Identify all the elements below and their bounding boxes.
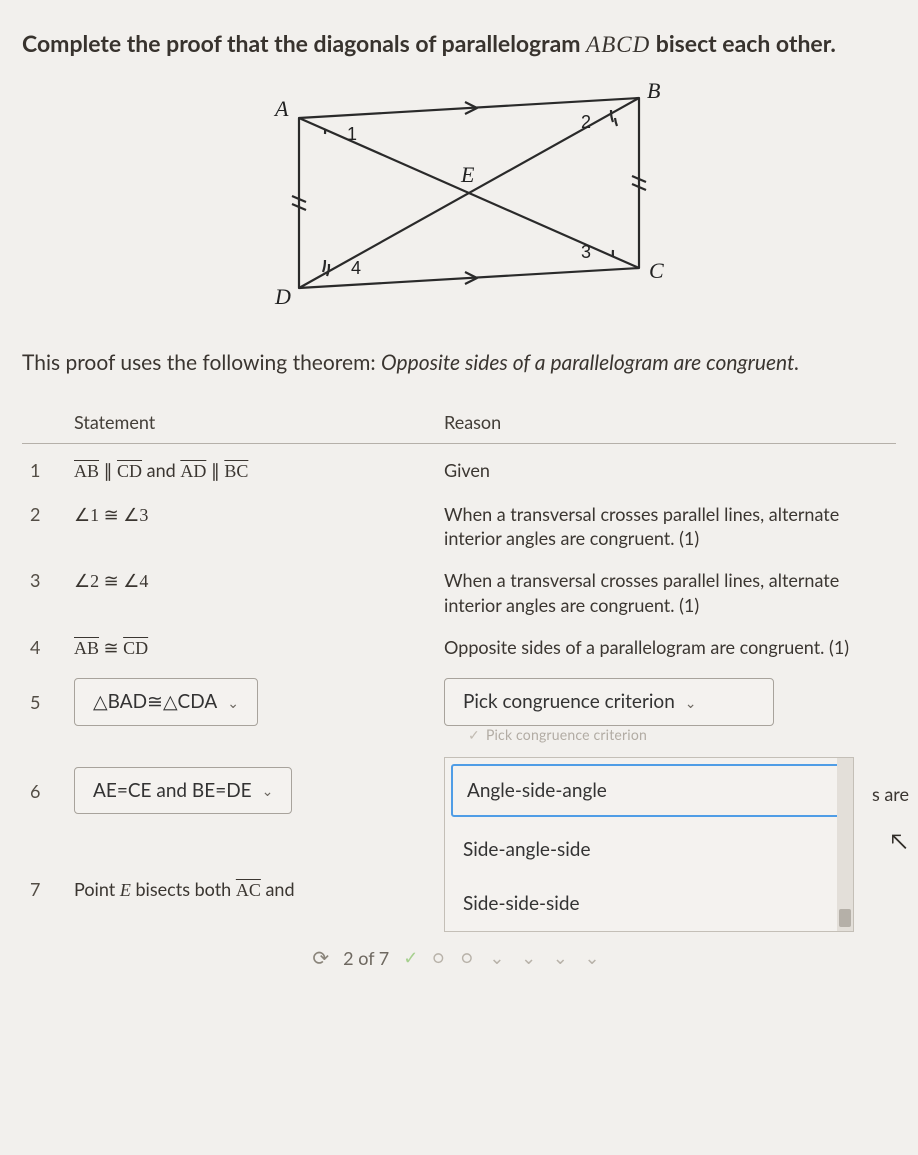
statement-cell: △BAD≅△CDA ⌄: [66, 664, 436, 753]
row-number: 6: [22, 753, 66, 857]
reason-cell: ▴ Angle-side-angle Side-angle-side Side-…: [436, 753, 896, 936]
prompt-text-pre: Complete the proof that the diagonals of…: [22, 29, 586, 57]
col-header-reason: Reason: [436, 405, 896, 444]
reason-dropdown[interactable]: Pick congruence criterion ⌄: [444, 678, 774, 726]
scrollbar-track[interactable]: [837, 758, 853, 931]
ghost-label: ✓Pick congruence criterion: [444, 724, 888, 749]
table-row: 5 △BAD≅△CDA ⌄ Pick congruence criterion ⌄ …: [22, 664, 896, 753]
row-number: 2: [22, 488, 66, 555]
statement-dropdown[interactable]: AE=CE and BE=DE ⌄: [74, 767, 292, 815]
table-row: 1 AB ∥ CD and AD ∥ BC Given: [22, 444, 896, 488]
chevron-down-icon: ⌄: [262, 782, 274, 801]
label-C: C: [649, 258, 664, 283]
col-header-blank: [22, 405, 66, 444]
row-number: 1: [22, 444, 66, 488]
row-number: 3: [22, 554, 66, 621]
dropdown-value: △BAD≅△CDA: [93, 690, 217, 713]
statement-cell: ∠2 ≅ ∠4: [66, 554, 436, 621]
chevron-down-icon: ⌄: [227, 694, 239, 713]
prompt-math: ABCD: [586, 32, 650, 57]
theorem-pre: This proof uses the following theorem:: [22, 350, 381, 375]
statement-cell: AB ∥ CD and AD ∥ BC: [66, 444, 436, 488]
table-row: 2 ∠1 ≅ ∠3 When a transversal crosses par…: [22, 488, 896, 555]
prompt-text-post: bisect each other.: [650, 29, 836, 57]
reason-cell: When a transversal crosses parallel line…: [436, 554, 896, 621]
angle-3: 3: [581, 242, 591, 262]
question-prompt: Complete the proof that the diagonals of…: [22, 28, 896, 60]
reason-cell: Pick congruence criterion ⌄ ✓Pick congrue…: [436, 664, 896, 753]
reason-cell: Given: [436, 444, 896, 488]
dropdown-value: AE=CE and BE=DE: [93, 779, 252, 802]
angle-2: 2: [581, 112, 591, 132]
table-row: 6 AE=CE and BE=DE⌄ ▴ Angle-side-angle Si…: [22, 753, 896, 857]
proof-table: Statement Reason 1 AB ∥ CD and AD ∥ BC G…: [22, 405, 896, 935]
reload-icon[interactable]: ⟳: [312, 946, 329, 970]
statement-dropdown[interactable]: △BAD≅△CDA ⌄: [74, 678, 258, 726]
row-number: 4: [22, 621, 66, 664]
label-B: B: [647, 78, 660, 103]
angle-4: 4: [351, 258, 361, 278]
label-A: A: [273, 96, 289, 121]
statement-cell: AB ≅ CD: [66, 621, 436, 664]
angle-1: 1: [347, 124, 357, 144]
check-icon: ✓: [403, 946, 418, 969]
row-number: 7: [22, 857, 66, 935]
dropdown-option[interactable]: Angle-side-angle: [451, 764, 847, 818]
statement-cell: AE=CE and BE=DE ⌄: [66, 753, 436, 857]
dropdown-option[interactable]: Side-side-side: [445, 877, 853, 931]
progress-footer: ⟳ 2 of 7 ✓ ○ ○ ⌄ ⌄ ⌄ ⌄: [22, 946, 896, 970]
theorem-italic: Opposite sides of a parallelogram are co…: [381, 350, 799, 375]
obscured-text: s are: [872, 782, 909, 806]
progress-text: 2 of 7: [343, 947, 389, 969]
statement-cell: Point E bisects both AC and: [66, 857, 436, 935]
table-row: 3 ∠2 ≅ ∠4 When a transversal crosses par…: [22, 554, 896, 621]
label-D: D: [274, 284, 291, 309]
criterion-dropdown-list: ▴ Angle-side-angle Side-angle-side Side-…: [444, 757, 854, 932]
chevron-down-icon: ⌄: [685, 694, 697, 713]
cursor-icon: ↖: [891, 826, 908, 856]
reason-cell: When a transversal crosses parallel line…: [436, 488, 896, 555]
scrollbar-thumb[interactable]: [839, 909, 851, 927]
geometry-figure: A B C D E 1 2 3 4: [22, 78, 896, 322]
label-E: E: [460, 162, 475, 187]
col-header-statement: Statement: [66, 405, 436, 444]
dropdown-value: Pick congruence criterion: [463, 690, 675, 713]
table-row: 4 AB ≅ CD Opposite sides of a parallelog…: [22, 621, 896, 664]
reason-cell: Opposite sides of a parallelogram are co…: [436, 621, 896, 664]
progress-dots: ○ ○ ⌄ ⌄ ⌄ ⌄: [432, 946, 605, 969]
statement-cell: ∠1 ≅ ∠3: [66, 488, 436, 555]
row-number: 5: [22, 664, 66, 753]
dropdown-option[interactable]: Side-angle-side: [445, 823, 853, 877]
theorem-note: This proof uses the following theorem: O…: [22, 348, 896, 377]
